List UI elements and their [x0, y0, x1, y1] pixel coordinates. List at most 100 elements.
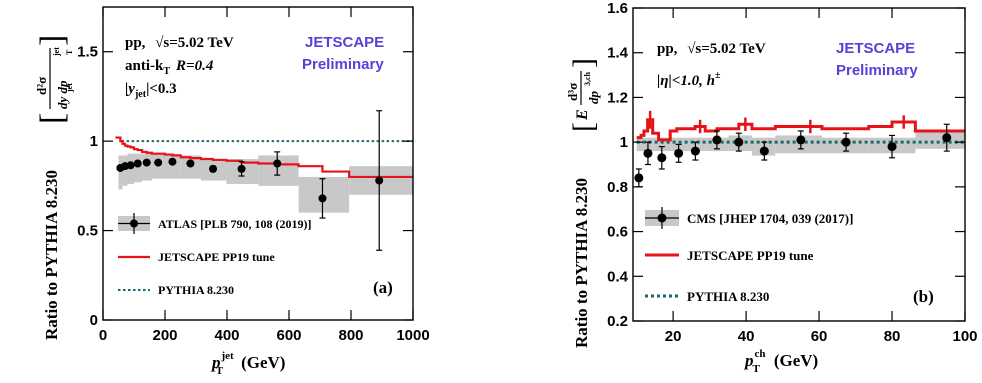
data-point [209, 164, 218, 173]
y-tick-label: 1 [90, 133, 98, 150]
jetscape-histogram-b [636, 110, 965, 142]
systematic-box [636, 137, 642, 152]
data-point [318, 194, 327, 203]
data-point [237, 164, 246, 173]
data-point [634, 173, 644, 183]
y-frac-sub-t-a: T [65, 49, 74, 55]
legend-a-data-label: ATLAS [PLB 790, 108 (2019)] [158, 217, 311, 231]
systematic-box [142, 153, 152, 181]
panel-tag-a: (a) [373, 278, 393, 297]
y-frac-sup-jet-a: jet [52, 47, 61, 57]
x-axis-title-a: pjet T (GeV) [210, 350, 285, 377]
preliminary-label-b: Preliminary [836, 62, 918, 79]
systematic-box [118, 155, 123, 190]
y-bracket-close-a: ] [34, 35, 71, 46]
y-frac-den-a: dy dp [55, 80, 70, 109]
y-frac-num-a: d²σ [34, 77, 49, 95]
x-tick-label: 200 [152, 327, 177, 344]
x-tick-label: 1000 [396, 327, 429, 344]
y-bracket-close-b: ] [567, 58, 600, 68]
legend-a-jetscape-label: JETSCAPE PP19 tune [158, 250, 275, 264]
data-point [674, 148, 684, 158]
data-point [168, 157, 177, 166]
x-tick-label: 0 [99, 327, 107, 344]
cms-data-points [634, 123, 952, 188]
y-tick-label: 1.6 [607, 0, 628, 17]
y-bracket-open-b: [ [567, 122, 600, 132]
x-tick-label: 400 [214, 327, 239, 344]
legend-b: CMS [JHEP 1704, 039 (2017)] JETSCAPE PP1… [645, 207, 853, 304]
collab-label-a: JETSCAPE [305, 34, 384, 51]
y-axis-title-a: Ratio to PYTHIA 8.230 [ d²σ dy dp jet T … [34, 35, 74, 340]
y-tick-label: 1.2 [607, 89, 628, 106]
y-tick-label: 1.4 [607, 45, 629, 62]
data-point [796, 135, 806, 145]
y-tick-label: 0.8 [607, 179, 628, 196]
legend-a-data-marker [118, 213, 150, 234]
systematic-box [915, 130, 965, 149]
x-tick-label: 600 [276, 327, 301, 344]
x-tick-label: 100 [952, 328, 977, 345]
legend-b-data-label: CMS [JHEP 1704, 039 (2017)] [687, 211, 853, 226]
eta-label-b: |η|<1.0, h± [657, 70, 721, 89]
y-axis-label-a: Ratio to PYTHIA 8.230 [42, 170, 61, 340]
y-tick-label: 0.4 [607, 268, 629, 285]
systematic-box [775, 135, 822, 154]
y-frac-sup-b: 3,ch [583, 71, 592, 86]
x-tick-label: 40 [738, 328, 755, 345]
systematic-box [122, 155, 128, 186]
x-axis-title-b: pch T (GeV) [743, 348, 818, 375]
data-point [841, 137, 851, 147]
axis-ticks-a: 0 200 400 600 800 1000 0 0.5 1 1.5 [77, 7, 430, 344]
cut-label-a: |yjet|<0.3 [125, 81, 177, 100]
data-point [690, 146, 700, 156]
y-tick-label: 1.5 [77, 44, 98, 61]
legend-a: ATLAS [PLB 790, 108 (2019)] JETSCAPE PP1… [118, 213, 311, 297]
data-point [759, 146, 769, 156]
data-point [643, 148, 653, 158]
x-tick-label: 60 [811, 328, 828, 345]
systematic-box [641, 137, 653, 152]
axis-ticks-b: 20 40 60 80 100 0.2 0.4 0.6 0.8 1 1.2 1.4 1.6 [607, 0, 977, 345]
collab-label-b: JETSCAPE [836, 40, 915, 57]
plot-frame-a [102, 6, 414, 321]
data-point [186, 159, 195, 168]
data-point [942, 133, 952, 143]
x-tick-label: 20 [665, 328, 682, 345]
legend-b-data-marker [645, 207, 679, 229]
y-frac-sub-jet-a: jet [65, 83, 74, 93]
x-tick-label: 80 [884, 328, 901, 345]
system-label-b: pp, √s=5.02 TeV [657, 41, 766, 57]
y-axis-label-b: Ratio to PYTHIA 8.230 [572, 178, 591, 348]
panel-tag-b: (b) [913, 287, 934, 306]
y-tick-label: 0.5 [77, 223, 98, 240]
legend-a-pythia-label: PYTHIA 8.230 [158, 283, 234, 297]
legend-b-pythia-label: PYTHIA 8.230 [687, 289, 769, 304]
systematic-box [134, 153, 143, 183]
y-bracket-open-a: [ [34, 113, 71, 124]
panel-a: 0 200 400 600 800 1000 0 0.5 1 1.5 pp, √s=5.02 Te… [34, 6, 430, 377]
panel-b: 20 40 60 80 100 0.2 0.4 0.6 0.8 1 1.2 1.4 1.6 pp, √s… [565, 0, 978, 375]
y-tick-label: 0.2 [607, 313, 628, 330]
systematic-box [165, 153, 181, 179]
x-tick-label: 800 [338, 327, 363, 344]
y-axis-title-b: Ratio to PYTHIA 8.230 [ E d³σ dp 3,ch ] [565, 58, 601, 348]
data-point [657, 153, 667, 163]
y-tick-label: 0.6 [607, 224, 628, 241]
preliminary-label-a: Preliminary [302, 56, 384, 73]
algo-label-a: anti-kT R=0.4 [125, 58, 214, 77]
system-label-a: pp, √s=5.02 TeV [125, 35, 234, 51]
data-point [712, 135, 722, 145]
data-point [273, 159, 282, 168]
atlas-data-points [116, 110, 384, 251]
data-point [375, 176, 384, 185]
y-tick-label: 0 [90, 312, 98, 329]
data-point [126, 161, 135, 170]
data-point [734, 137, 744, 147]
y-frac-den-b: dp [586, 91, 601, 105]
y-tick-label: 1 [620, 134, 628, 151]
y-frac-num-b: d³σ [565, 83, 580, 101]
data-point [887, 142, 897, 152]
y-frac-e-b: E [574, 109, 591, 121]
